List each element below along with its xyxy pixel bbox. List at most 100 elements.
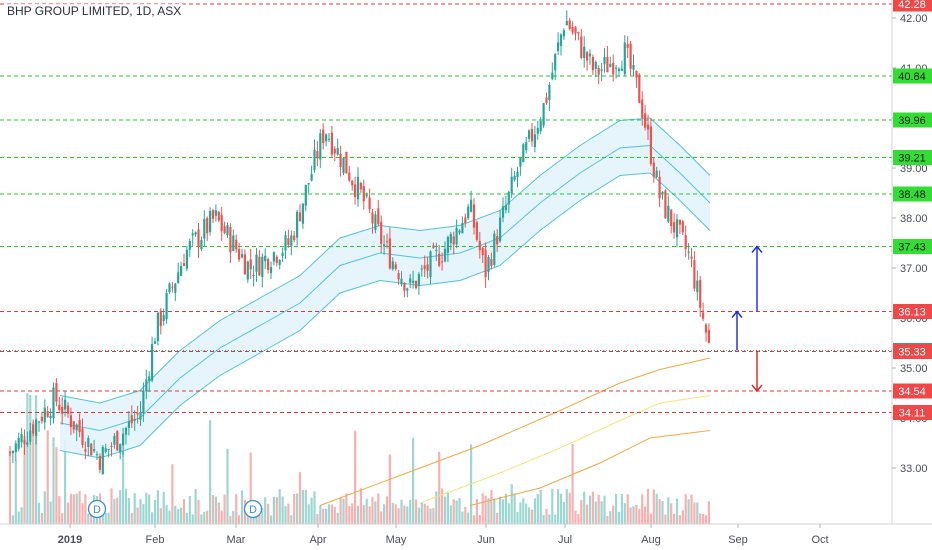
level-tag-34.54: 34.54 [898, 386, 926, 398]
volume-bar [301, 489, 304, 524]
candle-body [182, 263, 186, 266]
candle-body [87, 437, 90, 447]
candle-body [151, 344, 154, 381]
candle-body [240, 254, 244, 258]
candle-body [243, 254, 246, 275]
candle-body [446, 236, 449, 254]
volume-bar [510, 484, 513, 524]
candle-body [267, 259, 270, 271]
candle-body [368, 197, 371, 210]
candle-body [423, 265, 426, 270]
moving-averages [319, 357, 711, 506]
volume-bar [513, 493, 516, 524]
candle-body [391, 261, 394, 270]
level-tag-bg [893, 383, 932, 399]
candle-body [690, 256, 693, 259]
volume-bar [180, 507, 183, 524]
level-tag-37.43: 37.43 [898, 242, 926, 254]
level-tag-39.96: 39.96 [898, 115, 926, 127]
candle-body [153, 341, 157, 344]
projection-arrows[interactable] [731, 245, 763, 393]
volume-bar [142, 504, 145, 524]
candle-body [258, 256, 261, 276]
candle-body [623, 42, 626, 75]
volume-bar [37, 502, 41, 524]
volume-bar [145, 492, 148, 524]
volume-bar [455, 500, 458, 524]
volume-bar [600, 501, 603, 524]
dividend-marker[interactable]: D [87, 499, 107, 519]
candle-body [496, 236, 499, 245]
dividend-marker[interactable]: D [243, 499, 263, 519]
candle-body [414, 281, 418, 289]
arrow-up-to-resistance[interactable] [731, 310, 743, 351]
volume-bar [235, 494, 238, 524]
volume-bar [539, 490, 542, 524]
candle-body [232, 235, 235, 251]
candle-body [455, 227, 458, 245]
volume-bar [580, 499, 583, 524]
candle-body [130, 415, 133, 424]
candle-body [81, 428, 84, 445]
candle-body [145, 379, 148, 392]
candle-body [522, 144, 525, 163]
candle-body [104, 448, 107, 453]
time-tick-feb: Feb [146, 534, 165, 546]
candle-body [577, 32, 580, 34]
volume-bar [704, 515, 708, 524]
volume-bar [675, 498, 679, 524]
candle-body [93, 449, 96, 452]
volume-bar [354, 430, 357, 524]
candle-body [211, 210, 215, 219]
volume-bar [629, 507, 632, 524]
volume-bar [55, 447, 58, 524]
volume-bar [681, 510, 684, 524]
volume-bar [641, 494, 644, 524]
candle-body [467, 206, 470, 219]
candle-body [336, 147, 339, 155]
volume-bar [81, 503, 84, 524]
candle-body [203, 218, 206, 239]
volume-bar [644, 506, 647, 524]
volume-bar [446, 491, 449, 524]
horizontal-levels[interactable] [0, 3, 892, 413]
candle-body [458, 230, 461, 233]
volume-bar [554, 514, 557, 524]
volume-bar [652, 489, 655, 524]
volume-bar [501, 499, 505, 524]
volume-bar [475, 499, 478, 524]
candle-body [185, 249, 188, 269]
arrow-up-to-target[interactable] [751, 245, 763, 312]
time-axis[interactable]: 2019 Feb Mar Apr May Jun Jul Aug Sep Oct [58, 524, 829, 546]
candle-body [17, 438, 20, 449]
candle-body [148, 376, 151, 381]
candle-body [217, 211, 220, 221]
candle-body [641, 99, 644, 119]
volume-bar [168, 510, 171, 524]
candle-body [325, 134, 328, 142]
volume-bar [124, 488, 128, 524]
volume-bar [197, 500, 200, 524]
dividend-marker-circle [243, 499, 263, 519]
candle-body [536, 128, 539, 134]
candle-body [388, 238, 391, 269]
volume-bar [484, 495, 487, 524]
volume-bar [43, 491, 46, 524]
candle-body [699, 280, 702, 308]
candle-body [472, 204, 476, 228]
candle-body [412, 280, 415, 283]
volume-bar [696, 502, 699, 524]
candle-body [385, 241, 389, 243]
candle-body [66, 405, 70, 414]
candle-body [304, 184, 307, 206]
volume-bar [116, 497, 119, 524]
candle-body [223, 226, 226, 234]
volume-bar [626, 494, 629, 524]
arrow-down-to-support[interactable] [751, 350, 763, 393]
candle-body [528, 130, 531, 139]
level-tag-bg [893, 344, 932, 359]
candle-body [629, 43, 632, 69]
volume-bar [438, 451, 441, 524]
